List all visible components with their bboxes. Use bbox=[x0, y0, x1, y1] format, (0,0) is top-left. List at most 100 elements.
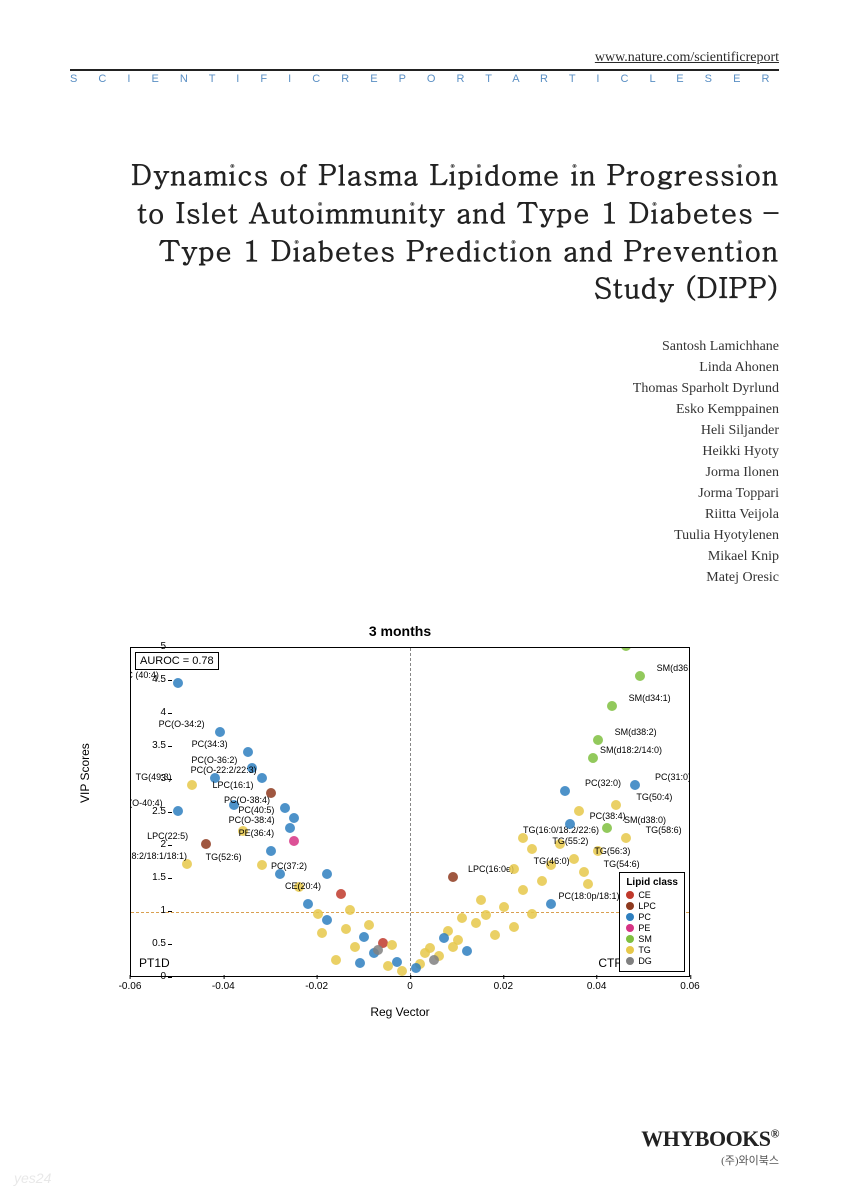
data-point bbox=[303, 899, 313, 909]
data-point bbox=[476, 895, 486, 905]
data-point bbox=[630, 780, 640, 790]
header-rule bbox=[70, 69, 779, 71]
data-point bbox=[266, 846, 276, 856]
y-tick: 5 bbox=[136, 641, 166, 652]
x-axis-label: Reg Vector bbox=[70, 1005, 730, 1019]
page-title: Dynamics of Plasma Lipidome in Progressi… bbox=[70, 155, 779, 306]
data-point bbox=[173, 678, 183, 688]
data-point bbox=[420, 948, 430, 958]
data-point bbox=[257, 773, 267, 783]
point-label: PC(O-38:4) bbox=[229, 815, 275, 825]
point-label: SM(d18:2/14:0) bbox=[600, 745, 662, 755]
data-point bbox=[546, 899, 556, 909]
point-label: PC(38:4) bbox=[590, 811, 626, 821]
legend-label: SM bbox=[638, 934, 652, 944]
legend-row: PC bbox=[626, 912, 678, 922]
x-tick: -0.06 bbox=[119, 981, 142, 992]
data-point bbox=[518, 885, 528, 895]
point-label: PC(40:5) bbox=[238, 805, 274, 815]
data-point bbox=[280, 803, 290, 813]
data-point bbox=[345, 905, 355, 915]
author: Jorma Toppari bbox=[70, 483, 779, 504]
data-point bbox=[336, 889, 346, 899]
data-point bbox=[439, 933, 449, 943]
x-tick: 0.06 bbox=[680, 981, 699, 992]
legend-row: SM bbox=[626, 934, 678, 944]
legend-dot-icon bbox=[626, 924, 634, 932]
data-point bbox=[429, 955, 439, 965]
data-point bbox=[257, 860, 267, 870]
data-point bbox=[359, 932, 369, 942]
data-point bbox=[285, 823, 295, 833]
point-label: PC(O-34:2) bbox=[159, 719, 205, 729]
data-point bbox=[387, 940, 397, 950]
y-tick: 2 bbox=[136, 839, 166, 850]
point-label: PC(O-36:2) bbox=[191, 755, 237, 765]
point-label: LPC(16:0e) bbox=[468, 864, 514, 874]
y-tick: 4.5 bbox=[136, 674, 166, 685]
point-label: PC(32:0) bbox=[585, 778, 621, 788]
data-point bbox=[607, 701, 617, 711]
data-point bbox=[471, 918, 481, 928]
publisher-brand: WHYBOOKS® bbox=[641, 1126, 779, 1152]
legend-dot-icon bbox=[626, 902, 634, 910]
author: Riitta Veijola bbox=[70, 504, 779, 525]
data-point bbox=[560, 786, 570, 796]
legend-label: DG bbox=[638, 956, 652, 966]
data-point bbox=[350, 942, 360, 952]
data-point bbox=[574, 806, 584, 816]
data-point bbox=[527, 909, 537, 919]
y-tick: 1 bbox=[136, 905, 166, 916]
point-label: TG(18:2/18:1/18:1) bbox=[130, 851, 187, 861]
point-label: PC(18:0p/18:1) bbox=[558, 891, 619, 901]
author: Jorma Ilonen bbox=[70, 462, 779, 483]
point-label: TG(52:6) bbox=[206, 852, 242, 862]
point-label: TG(54:6) bbox=[604, 859, 640, 869]
point-label: TG(50:4) bbox=[636, 792, 672, 802]
data-point bbox=[527, 844, 537, 854]
data-point bbox=[611, 800, 621, 810]
data-point bbox=[499, 902, 509, 912]
data-point bbox=[187, 780, 197, 790]
data-point bbox=[583, 879, 593, 889]
legend-row: PE bbox=[626, 923, 678, 933]
data-point bbox=[355, 958, 365, 968]
legend-label: PC bbox=[638, 912, 651, 922]
scatter-chart: 3 months VIP Scores AUROC = 0.78 PT1D CT… bbox=[70, 623, 730, 1023]
data-point bbox=[317, 928, 327, 938]
header-url[interactable]: www.nature.com/scientificreport bbox=[70, 50, 779, 66]
data-point bbox=[215, 727, 225, 737]
y-tick: 1.5 bbox=[136, 872, 166, 883]
data-point bbox=[537, 876, 547, 886]
data-point bbox=[322, 915, 332, 925]
author: Thomas Sparholt Dyrlund bbox=[70, 378, 779, 399]
data-point bbox=[331, 955, 341, 965]
author: Linda Ahonen bbox=[70, 357, 779, 378]
data-point bbox=[448, 872, 458, 882]
data-point bbox=[588, 753, 598, 763]
legend-row: LPC bbox=[626, 901, 678, 911]
x-tick: -0.02 bbox=[305, 981, 328, 992]
watermark: yes24 bbox=[14, 1170, 51, 1186]
legend: Lipid class CELPCPCPESMTGDG bbox=[619, 872, 685, 972]
data-point bbox=[243, 747, 253, 757]
data-point bbox=[565, 819, 575, 829]
data-point bbox=[313, 909, 323, 919]
y-tick: 3 bbox=[136, 773, 166, 784]
legend-label: PE bbox=[638, 923, 650, 933]
point-label: TG(56:3) bbox=[594, 846, 630, 856]
x-tick: 0.02 bbox=[494, 981, 513, 992]
publisher: WHYBOOKS® (주)와이북스 bbox=[641, 1126, 779, 1168]
y-axis-label: VIP Scores bbox=[78, 743, 92, 803]
point-label: SM(d38:2) bbox=[615, 727, 657, 737]
x-tick: 0.04 bbox=[587, 981, 606, 992]
point-label: SM(d36:1) bbox=[657, 663, 690, 673]
point-label: PC(31:0) bbox=[655, 772, 690, 782]
legend-row: CE bbox=[626, 890, 678, 900]
data-point bbox=[201, 839, 211, 849]
data-point bbox=[602, 823, 612, 833]
legend-title: Lipid class bbox=[626, 877, 678, 888]
author-list: Santosh LamichhaneLinda AhonenThomas Spa… bbox=[70, 336, 779, 588]
data-point bbox=[457, 913, 467, 923]
point-label: TG(58:6) bbox=[646, 825, 682, 835]
